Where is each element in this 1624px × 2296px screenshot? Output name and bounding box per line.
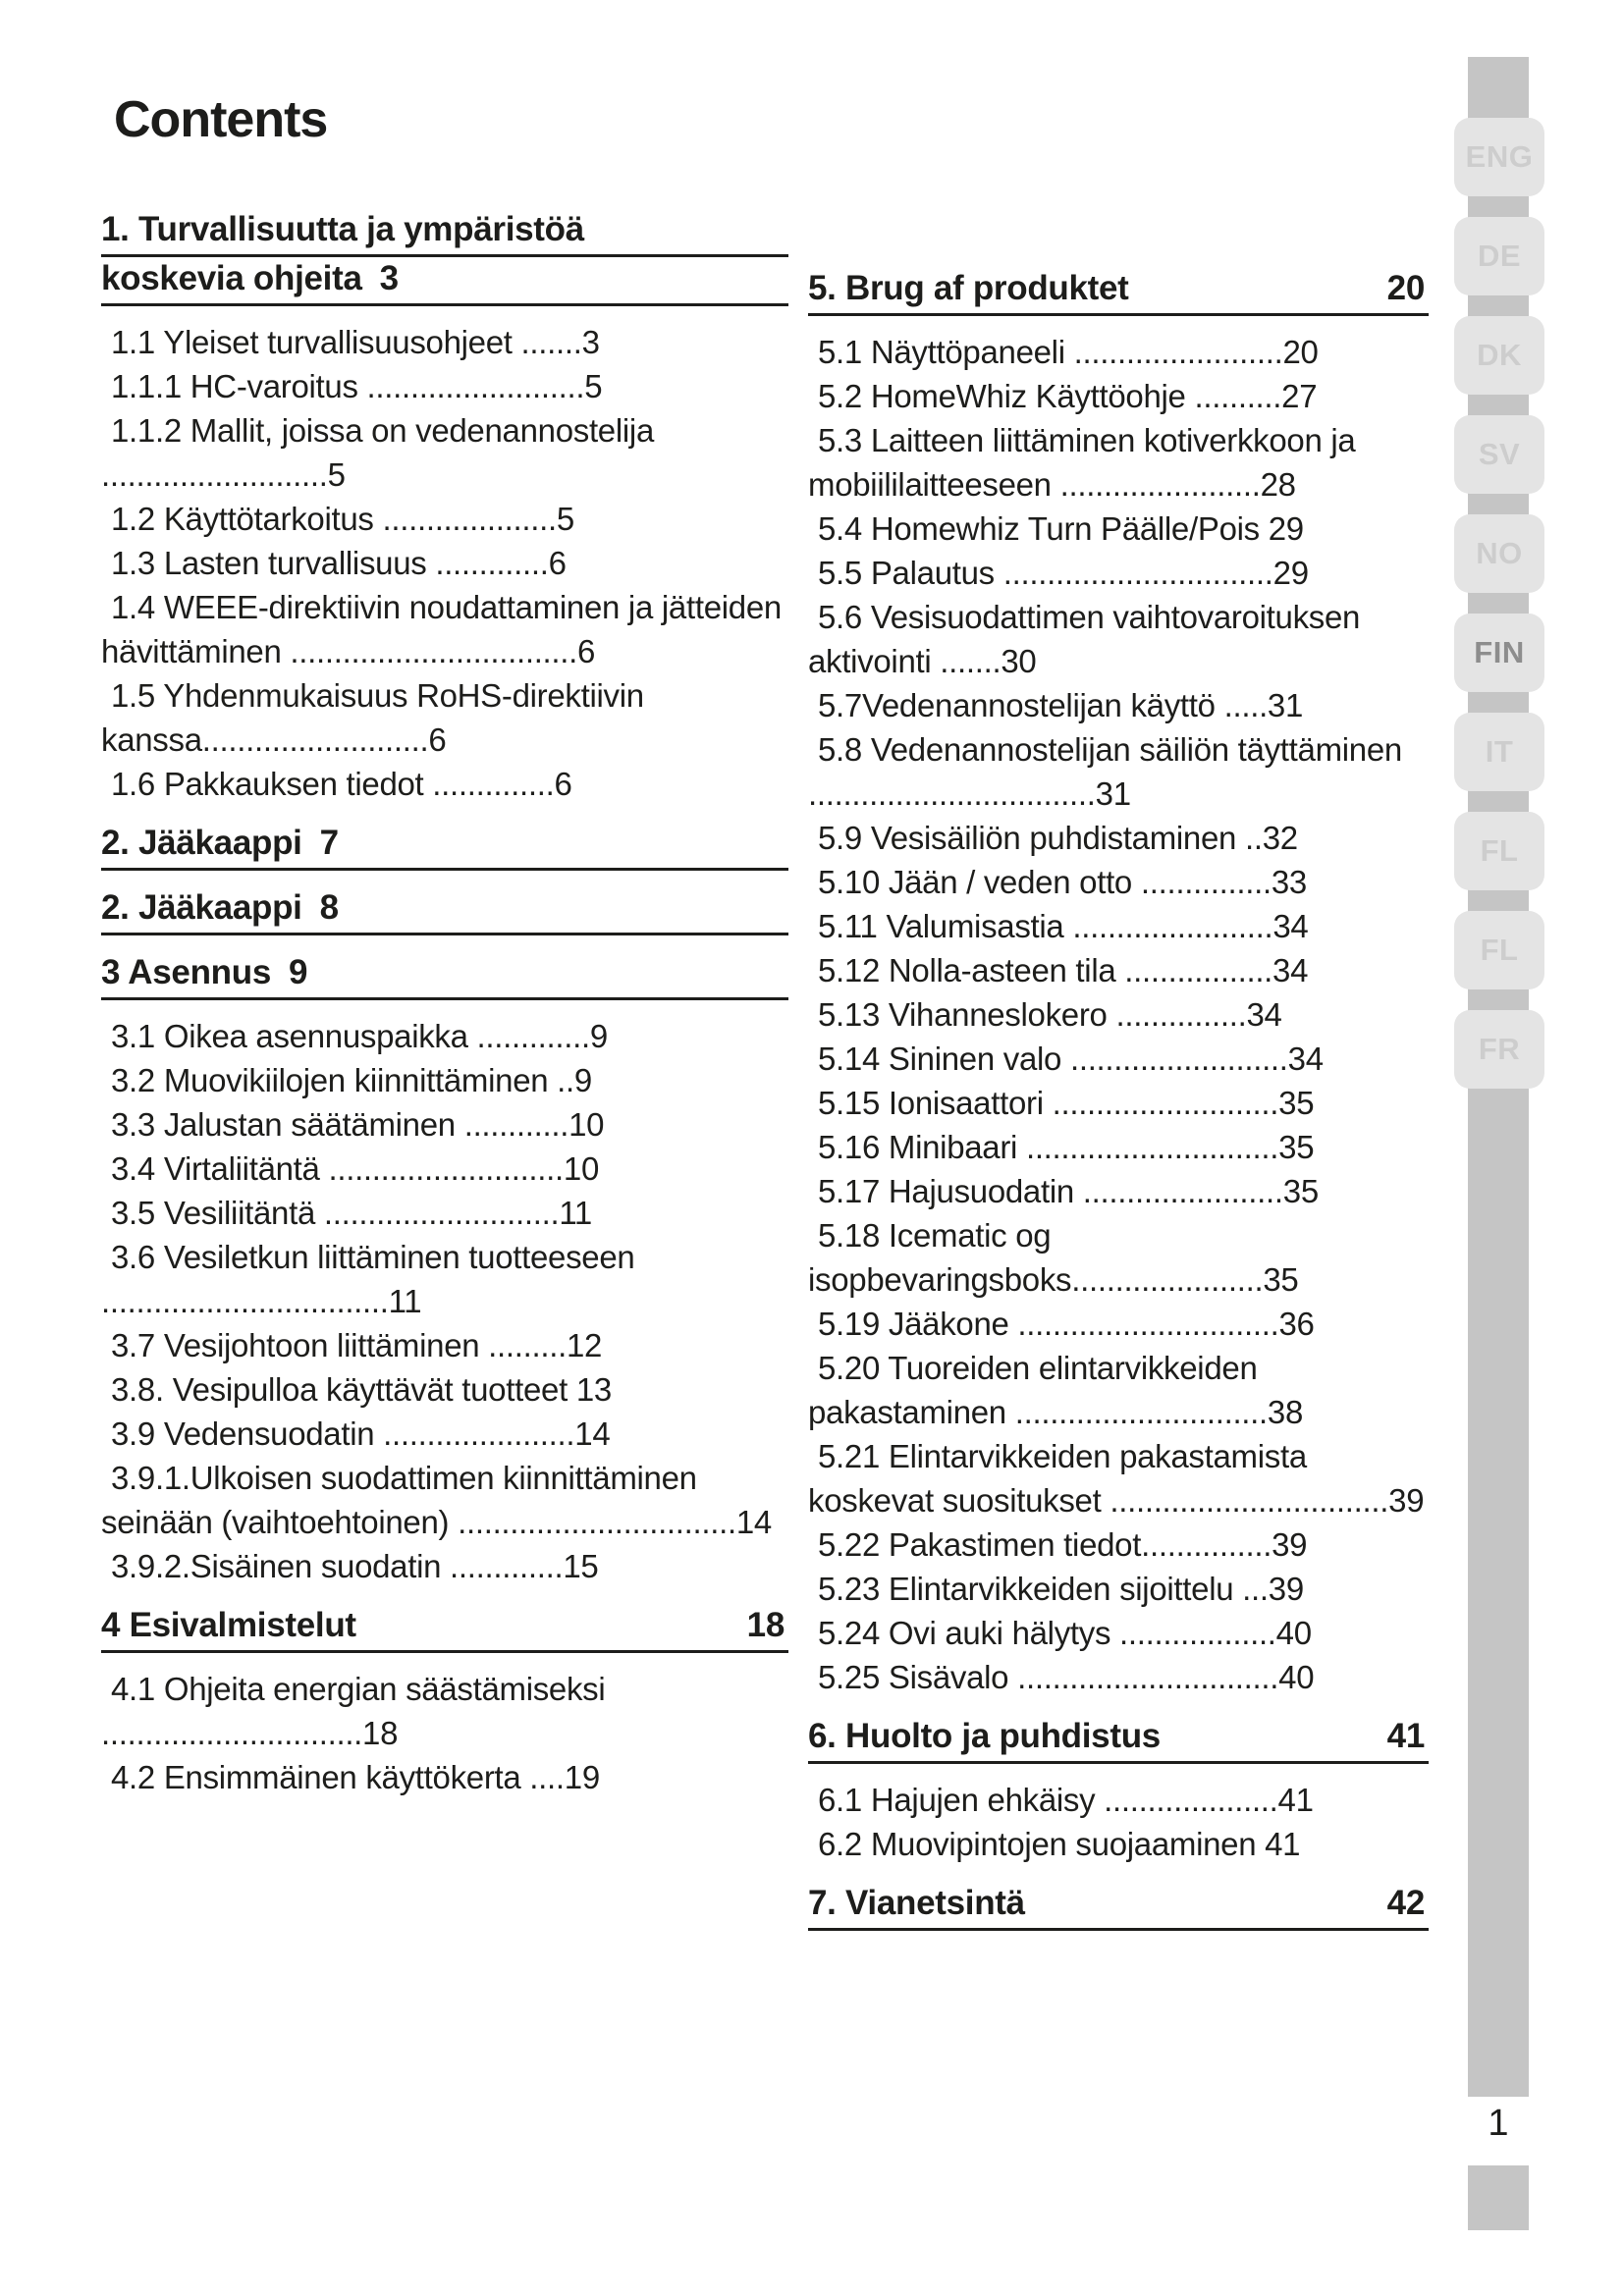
language-tab-eng: ENG	[1454, 118, 1544, 196]
toc-heading-label: 3 Asennus	[101, 953, 272, 991]
toc-entry: 5.3 Laitteen liittäminen kotiverkkoon ja…	[808, 422, 1356, 503]
toc-entry: 5.22 Pakastimen tiedot...............39	[818, 1526, 1308, 1563]
language-tab-fin: FIN	[1454, 614, 1544, 692]
toc-entry: 1.4 WEEE-direktiivin noudattaminen ja jä…	[101, 589, 782, 669]
toc-entry: 5.21 Elintarvikkeiden pakastamista koske…	[808, 1438, 1425, 1519]
toc-heading-line: 3 Asennus 9	[101, 951, 788, 1000]
toc-heading-page: 18	[746, 1606, 785, 1644]
toc-entry: 6.1 Hajujen ehkäisy ....................…	[818, 1782, 1314, 1818]
toc-entry: 5.7Vedenannostelijan käyttö .....31	[818, 687, 1304, 723]
toc-heading-label: 6. Huolto ja puhdistus	[808, 1717, 1161, 1755]
toc-heading-line: 1. Turvallisuutta ja ympäristöä	[101, 208, 788, 257]
toc-heading-page: 8	[319, 888, 339, 927]
toc-entry: 5.18 Icematic og isopbevaringsboks......…	[808, 1217, 1299, 1298]
toc-entry: 5.13 Vihanneslokero ...............34	[818, 996, 1282, 1033]
toc-heading-line: 2. Jääkaappi 7	[101, 822, 788, 871]
toc-heading-label: 4 Esivalmistelut	[101, 1606, 356, 1644]
toc-entry: 5.20 Tuoreiden elintarvikkeiden pakastam…	[808, 1350, 1304, 1430]
toc-entry: 1.2 Käyttötarkoitus ....................…	[111, 501, 574, 537]
toc-heading-line: 5. Brug af produktet 20	[808, 267, 1429, 316]
toc-entry: 1.1.1 HC-varoitus ......................…	[111, 368, 603, 404]
language-tab-dk: DK	[1454, 316, 1544, 395]
toc-entry: 3.9.2.Sisäinen suodatin .............15	[111, 1548, 599, 1584]
language-tab-sv: SV	[1454, 415, 1544, 494]
toc-heading-line: koskevia ohjeita 3	[101, 257, 788, 306]
toc-entry: 5.2 HomeWhiz Käyttöohje ..........27	[818, 378, 1318, 414]
toc-heading-line: 7. Vianetsintä 42	[808, 1882, 1429, 1931]
toc-heading-label: 5. Brug af produktet	[808, 269, 1129, 307]
language-tab-fl: FL	[1454, 812, 1544, 890]
toc-heading-label: 1. Turvallisuutta ja ympäristöä	[101, 210, 584, 248]
toc-entry: 5.23 Elintarvikkeiden sijoittelu ...39	[818, 1571, 1304, 1607]
toc-heading-line: 4 Esivalmistelut 18	[101, 1604, 788, 1653]
toc-entry: 4.1 Ohjeita energian säästämiseksi .....…	[101, 1671, 606, 1751]
toc-entry: 3.9.1.Ulkoisen suodattimen kiinnittämine…	[101, 1460, 772, 1540]
language-tab-fr: FR	[1454, 1010, 1544, 1089]
toc-heading-page: 20	[1386, 269, 1426, 307]
toc-entry: 1.3 Lasten turvallisuus .............6	[111, 545, 567, 581]
toc-entry: 5.8 Vedenannostelijan säiliön täyttämine…	[808, 731, 1402, 812]
toc-entry: 1.5 Yhdenmukaisuus RoHS-direktiivin kans…	[101, 677, 644, 758]
toc-heading-page: 3	[379, 259, 399, 297]
toc-heading-line: 6. Huolto ja puhdistus 41	[808, 1715, 1429, 1764]
toc-heading-label: 7. Vianetsintä	[808, 1884, 1025, 1922]
toc-heading-page: 42	[1386, 1884, 1426, 1922]
toc-heading-label: 2. Jääkaappi	[101, 888, 302, 927]
page-title: Contents	[114, 91, 328, 148]
toc-entry: 5.24 Ovi auki hälytys ..................…	[818, 1615, 1312, 1651]
toc-entry: 5.14 Sininen valo ......................…	[818, 1041, 1324, 1077]
toc-entry: 3.7 Vesijohtoon liittäminen .........12	[111, 1327, 603, 1363]
toc-entry: 1.6 Pakkauksen tiedot ..............6	[111, 766, 572, 802]
toc-entry: 3.4 Virtaliitäntä ......................…	[111, 1150, 600, 1187]
page-number: 1	[1488, 2103, 1509, 2144]
toc-entry: 5.17 Hajusuodatin ......................…	[818, 1173, 1319, 1209]
toc-column-right: 5. Brug af produktet 20 5.1 Näyttöpaneeli …	[808, 251, 1429, 1945]
toc-entry: 5.16 Minibaari .........................…	[818, 1129, 1315, 1165]
toc-entry: 5.11 Valumisastia ......................…	[818, 908, 1309, 944]
language-tab-list: ENG DE DK SV NO FIN IT FL FL FR	[1454, 118, 1544, 1089]
toc-entry: 5.25 Sisävalo ..........................…	[818, 1659, 1315, 1695]
toc-entry: 3.1 Oikea asennuspaikka .............9	[111, 1018, 608, 1054]
toc-heading-label: 2. Jääkaappi	[101, 824, 302, 862]
toc-entry: 3.2 Muovikiilojen kiinnittäminen ..9	[111, 1062, 592, 1098]
language-tab-de: DE	[1454, 217, 1544, 295]
toc-entry: 5.4 Homewhiz Turn Päälle/Pois 29	[818, 510, 1304, 547]
toc-entry: 5.9 Vesisäiliön puhdistaminen ..32	[818, 820, 1298, 856]
toc-heading-page: 9	[289, 953, 308, 991]
rail-bottom-square	[1468, 2165, 1529, 2230]
language-tab-no: NO	[1454, 514, 1544, 593]
toc-entry: 5.6 Vesisuodattimen vaihtovaroituksen ak…	[808, 599, 1361, 679]
toc-entry: 3.9 Vedensuodatin ......................…	[111, 1415, 611, 1452]
toc-entry: 1.1.2 Mallit, joissa on vedenannostelija…	[101, 412, 655, 493]
toc-entry: 5.10 Jään / veden otto ...............33	[818, 864, 1307, 900]
toc-entry: 6.2 Muovipintojen suojaaminen 41	[818, 1826, 1301, 1862]
toc-column-left: 1. Turvallisuutta ja ympäristöä koskevia …	[101, 192, 788, 1799]
toc-heading-page: 7	[319, 824, 339, 862]
toc-entry: 3.5 Vesiliitäntä .......................…	[111, 1195, 592, 1231]
toc-heading-line: 2. Jääkaappi 8	[101, 886, 788, 935]
toc-entry: 3.6 Vesiletkun liittäminen tuotteeseen .…	[101, 1239, 635, 1319]
toc-entry: 5.5 Palautus ...........................…	[818, 555, 1309, 591]
toc-entry: 4.2 Ensimmäinen käyttökerta ....19	[111, 1759, 600, 1795]
toc-entry: 5.1 Näyttöpaneeli ......................…	[818, 334, 1319, 370]
language-tab-it: IT	[1454, 713, 1544, 791]
toc-entry: 3.3 Jalustan säätäminen ............10	[111, 1106, 605, 1143]
language-tab-fl: FL	[1454, 911, 1544, 989]
toc-entry: 5.15 Ionisaattori ......................…	[818, 1085, 1315, 1121]
toc-entry: 1.1 Yleiset turvallisuusohjeet .......3	[111, 324, 600, 360]
toc-entry: 5.19 Jääkone ...........................…	[818, 1306, 1315, 1342]
toc-heading-label: koskevia ohjeita	[101, 259, 362, 297]
toc-entry: 5.12 Nolla-asteen tila .................…	[818, 952, 1309, 988]
toc-entry: 3.8. Vesipulloa käyttävät tuotteet 13	[111, 1371, 612, 1408]
toc-heading-page: 41	[1386, 1717, 1426, 1755]
